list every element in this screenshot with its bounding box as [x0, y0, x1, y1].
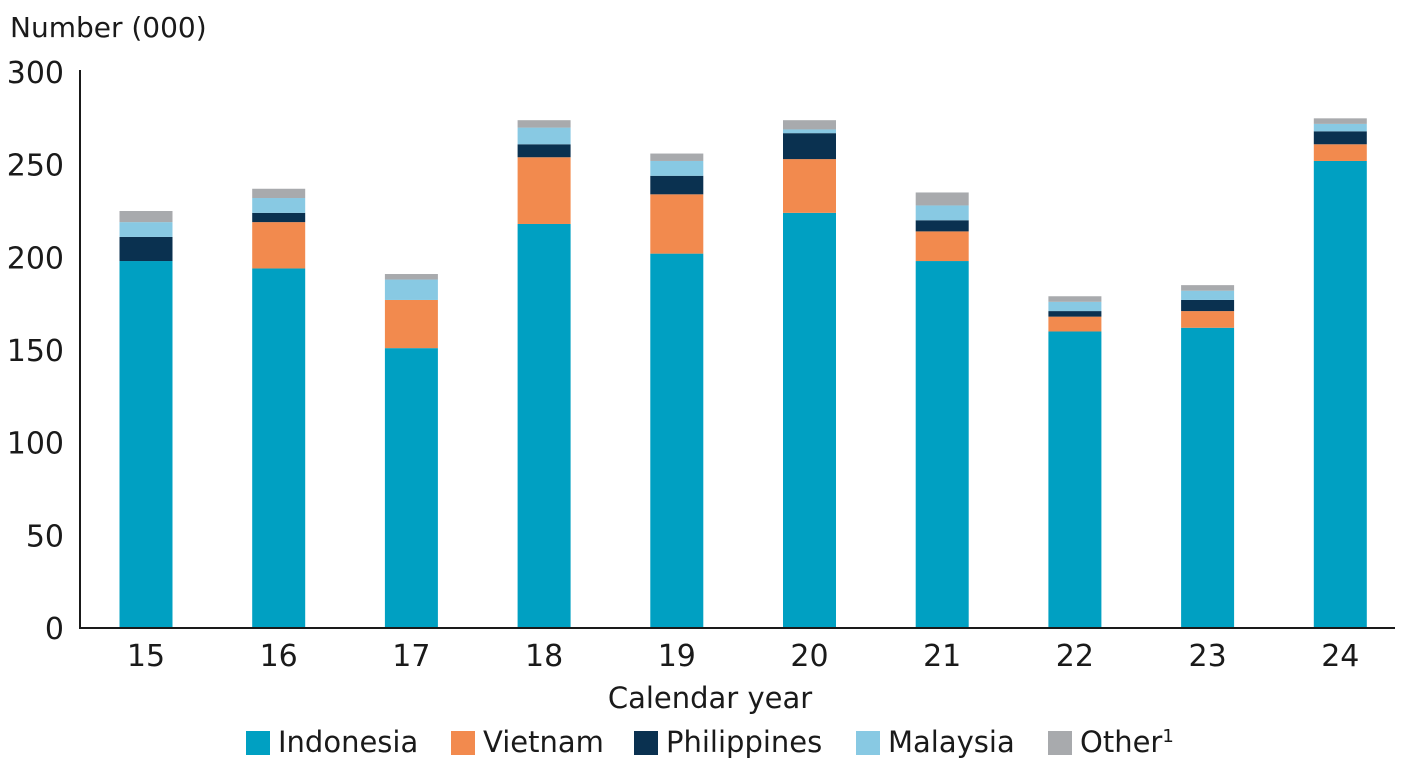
x-tick-label: 16: [260, 639, 298, 674]
bar-segment-indonesia-15: [119, 261, 173, 628]
legend-swatch: [451, 731, 475, 755]
bar-segment-other-22: [1048, 296, 1102, 302]
bar-segment-vietnam-22: [1048, 316, 1102, 332]
bar-segment-indonesia-19: [650, 253, 704, 629]
bar-segment-other-17: [384, 274, 438, 280]
bar-segment-vietnam-18: [517, 157, 571, 224]
x-axis-tick-labels: 15 16 17 18 19 20 21 22 23 24: [127, 639, 1359, 674]
bar-segment-vietnam-21: [915, 231, 969, 262]
bar-segment-malaysia-18: [517, 127, 571, 145]
x-tick-label: 21: [923, 639, 961, 674]
legend-item-malaysia: Malaysia: [856, 725, 1015, 759]
legend-label: Malaysia: [888, 725, 1015, 759]
bar-segment-indonesia-20: [783, 212, 836, 628]
legend-label: Other1: [1080, 725, 1174, 759]
bar-segment-vietnam-17: [384, 299, 438, 349]
bar-segment-malaysia-21: [915, 205, 969, 221]
bar-segment-indonesia-21: [915, 261, 969, 628]
bar-segment-vietnam-23: [1181, 311, 1235, 328]
legend-label: Philippines: [666, 725, 822, 759]
x-tick-label: 22: [1056, 639, 1094, 674]
legend: Indonesia Vietnam Philippines Malaysia Other…: [246, 725, 1174, 759]
x-axis-title: Calendar year: [608, 681, 812, 715]
y-tick-label: 300: [7, 56, 64, 91]
bar-segment-philippines-15: [119, 236, 173, 262]
x-tick-label: 15: [127, 639, 165, 674]
x-tick-label: 24: [1321, 639, 1359, 674]
bar-segment-philippines-18: [517, 144, 571, 158]
y-tick-label: 50: [26, 519, 64, 554]
bar-segment-philippines-22: [1048, 311, 1102, 317]
bar-segment-other-16: [252, 188, 306, 199]
bar-segment-vietnam-20: [783, 159, 836, 213]
bar-segment-malaysia-24: [1313, 123, 1367, 132]
y-axis-ticks: 0 50 100 150 200 250 300: [7, 56, 64, 647]
bar-segment-vietnam-16: [252, 222, 306, 269]
x-tick-label: 20: [790, 639, 828, 674]
bar-segment-malaysia-22: [1048, 301, 1102, 312]
bar-segment-malaysia-20: [783, 129, 836, 134]
bar-segment-other-21: [915, 192, 969, 206]
legend-item-indonesia: Indonesia: [246, 725, 418, 759]
legend-label: Indonesia: [278, 725, 418, 759]
legend-item-vietnam: Vietnam: [451, 725, 604, 759]
y-axis-title: Number (000): [10, 11, 207, 44]
bar-segment-vietnam-19: [650, 194, 704, 254]
legend-item-other: Other1: [1048, 725, 1174, 759]
bar-segment-indonesia-16: [252, 268, 306, 628]
bar-segment-philippines-19: [650, 175, 704, 195]
bar-segment-indonesia-18: [517, 223, 571, 628]
bar-segment-malaysia-17: [384, 279, 438, 300]
bars-group: [119, 118, 1367, 629]
legend-item-philippines: Philippines: [634, 725, 822, 759]
footnote-marker: 1: [1162, 726, 1173, 747]
bar-segment-indonesia-17: [384, 348, 438, 628]
legend-swatch: [246, 731, 270, 755]
y-tick-label: 250: [7, 149, 64, 184]
bar-segment-other-18: [517, 120, 571, 128]
bar-segment-philippines-20: [783, 133, 836, 160]
legend-swatch: [634, 731, 658, 755]
bar-segment-malaysia-16: [252, 198, 306, 213]
bar-segment-other-20: [783, 120, 836, 130]
bar-segment-other-19: [650, 153, 704, 161]
y-tick-label: 150: [7, 334, 64, 369]
x-tick-label: 17: [392, 639, 430, 674]
bar-segment-other-24: [1313, 118, 1367, 124]
bar-segment-philippines-21: [915, 220, 969, 232]
bar-segment-indonesia-22: [1048, 331, 1102, 628]
bar-segment-philippines-24: [1313, 131, 1367, 145]
x-tick-label: 23: [1189, 639, 1227, 674]
bar-segment-philippines-23: [1181, 299, 1235, 312]
bar-segment-vietnam-24: [1313, 144, 1367, 161]
x-tick-label: 19: [658, 639, 696, 674]
bar-segment-indonesia-24: [1313, 160, 1367, 628]
legend-label: Vietnam: [483, 725, 604, 759]
bar-segment-philippines-16: [252, 212, 306, 223]
bar-segment-other-23: [1181, 285, 1235, 291]
bar-segment-malaysia-19: [650, 160, 704, 176]
x-tick-label: 18: [525, 639, 563, 674]
y-tick-label: 100: [7, 427, 64, 462]
bar-segment-other-15: [119, 211, 173, 223]
y-tick-label: 0: [45, 612, 64, 647]
legend-swatch: [1048, 731, 1072, 755]
legend-swatch: [856, 731, 880, 755]
y-tick-label: 200: [7, 241, 64, 276]
bar-segment-malaysia-15: [119, 222, 173, 237]
bar-segment-indonesia-23: [1181, 327, 1235, 628]
bar-segment-malaysia-23: [1181, 290, 1235, 300]
